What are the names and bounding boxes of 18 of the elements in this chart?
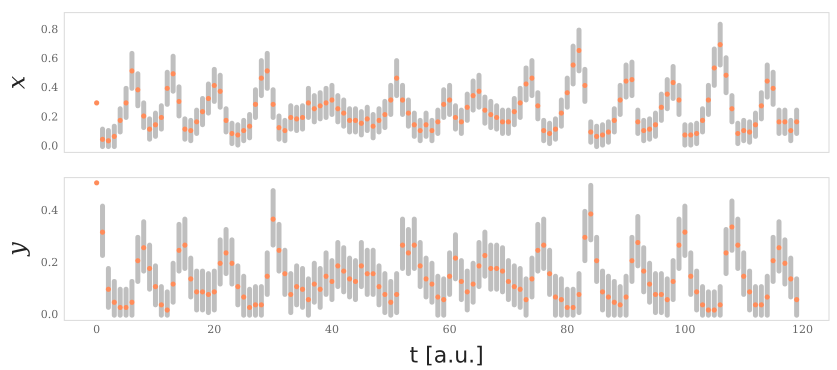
y-tick-label: 0.2 xyxy=(40,256,58,270)
x-tick-label: 20 xyxy=(207,322,222,336)
x-tick-label: 100 xyxy=(674,322,696,336)
x-tick-label: 120 xyxy=(792,322,814,336)
y-tick-label: 0.2 xyxy=(40,110,58,124)
x-tick-label: 60 xyxy=(442,322,457,336)
y-tick-label: 0.8 xyxy=(40,22,58,36)
y-tick-label: 0.6 xyxy=(40,52,58,66)
x-tick-label: 0 xyxy=(93,322,100,336)
y-tick-label: 0.4 xyxy=(40,81,58,94)
y-axis-title: y xyxy=(2,242,31,257)
x-tick-label: 80 xyxy=(560,322,574,336)
x-tick-label: 40 xyxy=(324,322,339,336)
y-tick-label: 0.4 xyxy=(40,204,58,218)
y-axis-title: x xyxy=(2,75,31,90)
y-tick-label: 0.0 xyxy=(40,308,58,322)
x-axis-title: t [a.u.] xyxy=(410,344,484,369)
y-tick-label: 0.0 xyxy=(40,139,58,152)
